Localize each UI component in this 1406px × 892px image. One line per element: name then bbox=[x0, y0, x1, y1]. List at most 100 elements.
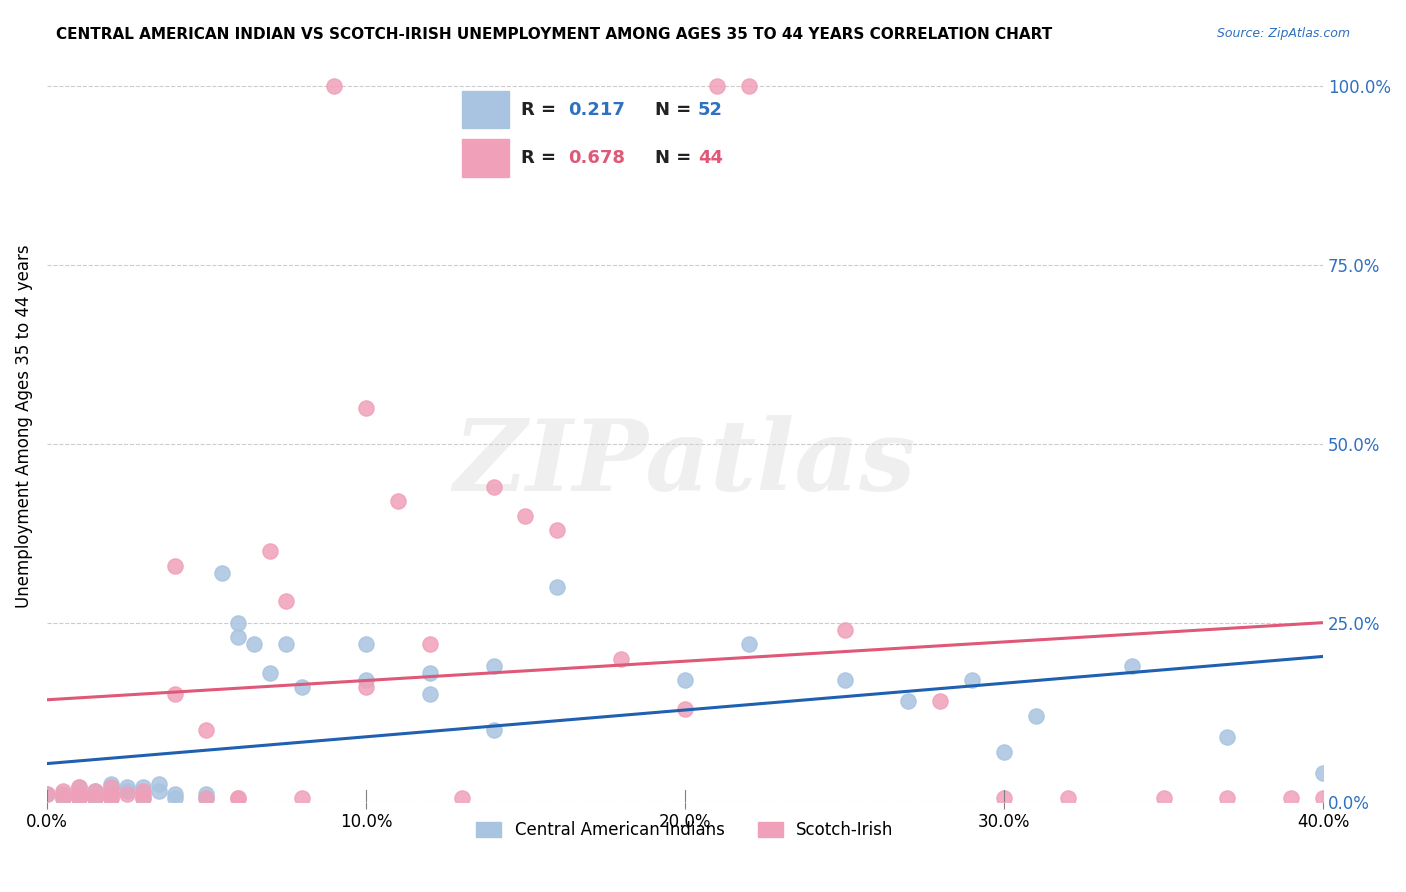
Point bbox=[1216, 730, 1239, 744]
Point bbox=[1312, 766, 1334, 780]
Point bbox=[897, 694, 920, 708]
Point bbox=[83, 791, 105, 805]
Legend: Central American Indians, Scotch-Irish: Central American Indians, Scotch-Irish bbox=[470, 814, 900, 846]
Point bbox=[115, 788, 138, 802]
Point bbox=[993, 745, 1015, 759]
Point bbox=[323, 79, 346, 94]
Point bbox=[131, 791, 153, 805]
Point bbox=[163, 558, 186, 573]
Text: CENTRAL AMERICAN INDIAN VS SCOTCH-IRISH UNEMPLOYMENT AMONG AGES 35 TO 44 YEARS C: CENTRAL AMERICAN INDIAN VS SCOTCH-IRISH … bbox=[56, 27, 1053, 42]
Point bbox=[706, 79, 728, 94]
Point bbox=[610, 651, 633, 665]
Point bbox=[52, 791, 75, 805]
Point bbox=[1025, 708, 1047, 723]
Point bbox=[67, 791, 90, 805]
FancyBboxPatch shape bbox=[461, 139, 509, 177]
Point bbox=[291, 680, 314, 694]
Point bbox=[131, 780, 153, 795]
Point bbox=[354, 401, 377, 416]
Point bbox=[67, 788, 90, 802]
Point bbox=[100, 784, 122, 798]
Point bbox=[100, 791, 122, 805]
Y-axis label: Unemployment Among Ages 35 to 44 years: Unemployment Among Ages 35 to 44 years bbox=[15, 244, 32, 608]
Point bbox=[419, 637, 441, 651]
Point bbox=[67, 780, 90, 795]
Point bbox=[419, 665, 441, 680]
Point bbox=[228, 791, 250, 805]
Text: N =: N = bbox=[655, 102, 697, 120]
Point bbox=[115, 780, 138, 795]
Point bbox=[1121, 658, 1143, 673]
Point bbox=[993, 791, 1015, 805]
Point bbox=[163, 788, 186, 802]
Point bbox=[83, 791, 105, 805]
Point bbox=[52, 784, 75, 798]
Point bbox=[100, 791, 122, 805]
Point bbox=[131, 791, 153, 805]
Point bbox=[482, 658, 505, 673]
Point bbox=[195, 788, 218, 802]
Point bbox=[738, 79, 761, 94]
Point bbox=[195, 791, 218, 805]
Point bbox=[1153, 791, 1175, 805]
Point bbox=[100, 780, 122, 795]
Point bbox=[259, 544, 281, 558]
Point bbox=[100, 777, 122, 791]
Point bbox=[83, 791, 105, 805]
Point bbox=[929, 694, 952, 708]
Text: N =: N = bbox=[655, 150, 697, 168]
Point bbox=[100, 780, 122, 795]
Text: 44: 44 bbox=[697, 150, 723, 168]
Point bbox=[195, 791, 218, 805]
Point bbox=[52, 788, 75, 802]
Point bbox=[482, 723, 505, 737]
Point bbox=[546, 580, 568, 594]
Point bbox=[450, 791, 472, 805]
Point bbox=[1057, 791, 1080, 805]
Point bbox=[148, 784, 170, 798]
Point bbox=[1279, 791, 1302, 805]
Point bbox=[419, 687, 441, 701]
Point bbox=[100, 788, 122, 802]
Point bbox=[35, 788, 58, 802]
Point bbox=[131, 784, 153, 798]
Point bbox=[673, 673, 696, 687]
Point bbox=[291, 791, 314, 805]
Point bbox=[163, 687, 186, 701]
Point bbox=[673, 701, 696, 715]
Text: 52: 52 bbox=[697, 102, 723, 120]
Point bbox=[115, 784, 138, 798]
Point bbox=[67, 791, 90, 805]
Point bbox=[259, 665, 281, 680]
Point bbox=[276, 637, 298, 651]
FancyBboxPatch shape bbox=[461, 91, 509, 128]
Point bbox=[960, 673, 983, 687]
Text: R =: R = bbox=[520, 102, 562, 120]
Point bbox=[195, 723, 218, 737]
Point bbox=[67, 791, 90, 805]
Point bbox=[131, 788, 153, 802]
Text: 0.678: 0.678 bbox=[568, 150, 626, 168]
Point bbox=[546, 523, 568, 537]
Point bbox=[482, 480, 505, 494]
Point bbox=[52, 791, 75, 805]
Point bbox=[83, 784, 105, 798]
Point bbox=[67, 784, 90, 798]
Point bbox=[35, 788, 58, 802]
Text: Source: ZipAtlas.com: Source: ZipAtlas.com bbox=[1216, 27, 1350, 40]
Point bbox=[276, 594, 298, 608]
Point bbox=[148, 777, 170, 791]
Point bbox=[354, 637, 377, 651]
Point bbox=[211, 566, 233, 580]
Point bbox=[1216, 791, 1239, 805]
Point bbox=[83, 788, 105, 802]
Point bbox=[834, 623, 856, 637]
Text: ZIPatlas: ZIPatlas bbox=[454, 416, 917, 512]
Point bbox=[163, 791, 186, 805]
Point bbox=[67, 780, 90, 795]
Point bbox=[243, 637, 266, 651]
Point bbox=[834, 673, 856, 687]
Point bbox=[228, 791, 250, 805]
Point bbox=[515, 508, 537, 523]
Point bbox=[354, 673, 377, 687]
